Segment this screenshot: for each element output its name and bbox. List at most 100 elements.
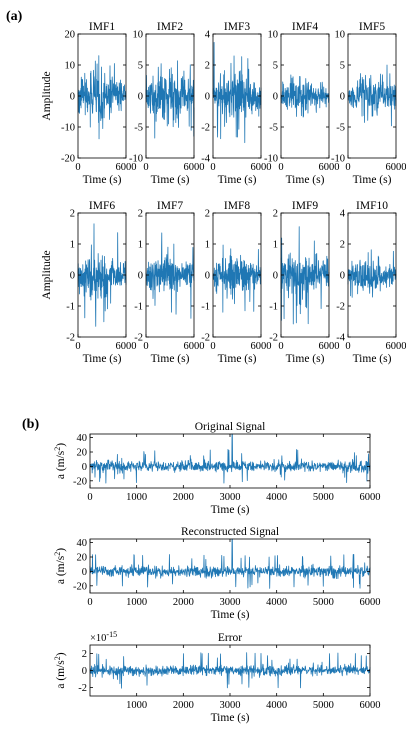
x-tick-label: 3000 bbox=[220, 492, 241, 503]
chart-title: IMF6 bbox=[89, 200, 115, 212]
x-tick-label: 6000 bbox=[184, 162, 205, 173]
y-tick-label: -10 bbox=[331, 154, 345, 165]
y-tick-label: -4 bbox=[201, 154, 210, 165]
y-tick-label: 10 bbox=[65, 61, 76, 72]
y-tick-label: 0 bbox=[205, 92, 210, 103]
y-tick-label: 2 bbox=[70, 209, 75, 220]
x-tick-label: 0 bbox=[87, 597, 92, 608]
x-tick-label: 0 bbox=[345, 341, 350, 352]
y-axis-label: Amplitude bbox=[41, 71, 53, 120]
y-tick-label: -5 bbox=[134, 123, 143, 134]
y-tick-label: 0 bbox=[82, 666, 87, 677]
x-axis-label: Time (s) bbox=[151, 353, 190, 365]
y-tick-label: 40 bbox=[77, 433, 88, 444]
x-tick-label: 0 bbox=[345, 162, 350, 173]
x-tick-label: 0 bbox=[278, 341, 283, 352]
y-tick-label: 2 bbox=[205, 209, 210, 220]
y-tick-label: 0 bbox=[340, 92, 345, 103]
x-tick-label: 3000 bbox=[220, 597, 241, 608]
y-tick-label: 2 bbox=[82, 649, 87, 660]
panel-label-a: (a) bbox=[6, 9, 23, 24]
y-tick-label: -2 bbox=[336, 302, 345, 313]
y-tick-label: 2 bbox=[340, 240, 345, 251]
signal-line-13 bbox=[89, 652, 371, 689]
x-axis-label: Time (s) bbox=[83, 353, 122, 365]
chart-title: IMF7 bbox=[157, 200, 183, 212]
x-axis-label: Time (s) bbox=[211, 712, 250, 724]
y-tick-label: -2 bbox=[201, 123, 210, 134]
y-tick-label: 20 bbox=[77, 553, 88, 564]
y-tick-label: -1 bbox=[269, 302, 278, 313]
y-tick-label: 0 bbox=[70, 92, 75, 103]
y-axis-label-text: Amplitude bbox=[41, 71, 53, 120]
y-tick-label: 5 bbox=[138, 61, 143, 72]
y-tick-label: 2 bbox=[138, 209, 143, 220]
y-axis-label-end: ) bbox=[55, 548, 67, 552]
chart-title: IMF2 bbox=[157, 21, 183, 33]
signal-line-10 bbox=[347, 249, 397, 298]
signal-line-4 bbox=[280, 74, 330, 118]
subplot-13: Error -2 0 2 1000 2000 3000 4000 5000 6000 Time (s… bbox=[53, 630, 381, 724]
y-tick-label: -1 bbox=[66, 302, 75, 313]
y-tick-label: 0 bbox=[273, 92, 278, 103]
x-tick-label: 6000 bbox=[116, 162, 137, 173]
y-tick-label: 1 bbox=[205, 240, 210, 251]
y-tick-label: -1 bbox=[201, 302, 210, 313]
x-tick-label: 6000 bbox=[360, 700, 381, 711]
y-tick-label: 0 bbox=[138, 92, 143, 103]
y-tick-label: 20 bbox=[77, 448, 88, 459]
y-tick-label: 4 bbox=[205, 30, 211, 41]
x-tick-label: 1000 bbox=[126, 700, 147, 711]
y-axis-label-end: ) bbox=[55, 443, 67, 447]
y-tick-label: -4 bbox=[336, 333, 345, 344]
y-tick-label: -5 bbox=[336, 123, 345, 134]
x-tick-label: 6000 bbox=[360, 492, 381, 503]
signal-line-7 bbox=[145, 232, 195, 319]
y-tick-label: -5 bbox=[269, 123, 278, 134]
x-tick-label: 0 bbox=[87, 492, 92, 503]
signal-line-9 bbox=[280, 226, 330, 325]
x-tick-label: 0 bbox=[75, 162, 80, 173]
y-axis-label-sup: 2 bbox=[53, 447, 62, 451]
x-axis-label: Time (s) bbox=[286, 174, 325, 186]
y-tick-label: 0 bbox=[82, 567, 87, 578]
y-tick-label: 10 bbox=[335, 30, 346, 41]
x-tick-label: 1000 bbox=[126, 492, 147, 503]
axis-exponent-base: ×10 bbox=[90, 633, 106, 644]
signal-line-2 bbox=[145, 60, 195, 139]
y-axis-label: a (m/s2) bbox=[53, 443, 67, 479]
y-tick-label: 0 bbox=[273, 271, 278, 282]
chart-title: IMF10 bbox=[356, 200, 388, 212]
x-axis-label: Time (s) bbox=[211, 504, 250, 516]
signal-line-11 bbox=[89, 433, 371, 484]
panel-label-b: (b) bbox=[22, 417, 39, 432]
y-axis-label-text: Amplitude bbox=[41, 250, 53, 299]
y-tick-label: 2 bbox=[273, 209, 278, 220]
y-axis-label: a (m/s2) bbox=[53, 548, 67, 584]
x-tick-label: 3000 bbox=[220, 700, 241, 711]
signal-line-3 bbox=[212, 42, 262, 144]
y-tick-label: 0 bbox=[82, 462, 87, 473]
x-tick-label: 0 bbox=[210, 162, 215, 173]
x-axis-label: Time (s) bbox=[353, 353, 392, 365]
signal-line-8 bbox=[212, 244, 262, 313]
x-tick-label: 0 bbox=[210, 341, 215, 352]
x-tick-label: 2000 bbox=[173, 700, 194, 711]
y-tick-label: 1 bbox=[138, 240, 143, 251]
x-tick-label: 6000 bbox=[184, 341, 205, 352]
y-tick-label: -20 bbox=[61, 154, 75, 165]
signal-line-12 bbox=[89, 538, 371, 589]
x-tick-label: 0 bbox=[143, 162, 148, 173]
x-axis-label: Time (s) bbox=[353, 174, 392, 186]
chart-title: IMF8 bbox=[224, 200, 250, 212]
y-tick-label: -20 bbox=[73, 476, 87, 487]
x-axis-label: Time (s) bbox=[211, 609, 250, 621]
